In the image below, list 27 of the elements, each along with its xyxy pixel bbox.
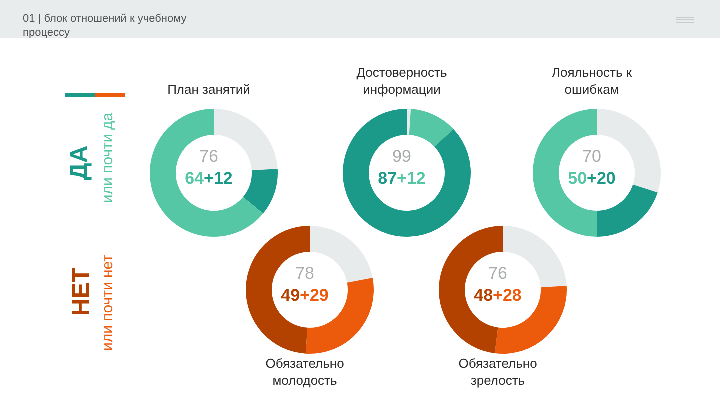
- text: 01 | блок отношений к учебному процессу: [23, 12, 188, 40]
- text: 70: [582, 146, 602, 168]
- text: 64+12: [185, 169, 233, 188]
- chart-title: Лояльность к ошибкам: [550, 64, 634, 98]
- text: или почти да: [100, 112, 116, 204]
- donut-slice: [597, 184, 658, 237]
- text: 99: [392, 146, 412, 168]
- text: ДА: [66, 146, 94, 180]
- donut-slice: [494, 286, 567, 354]
- text: НЕТ: [68, 268, 96, 316]
- text: или почти нет: [100, 254, 116, 352]
- chart-title: Достоверность информации: [356, 64, 448, 98]
- text: Обязательно молодость: [264, 355, 346, 389]
- donut-slice: [243, 168, 278, 214]
- donut-slice: [343, 109, 471, 237]
- donut-slice: [150, 109, 264, 237]
- donut-slice: [409, 109, 454, 147]
- text: 76: [198, 146, 220, 168]
- text: 76: [488, 263, 508, 285]
- text: 49+29: [281, 286, 329, 305]
- text: Обязательно зрелость: [458, 355, 538, 389]
- donut-slice: [407, 109, 412, 136]
- text: 87+12: [378, 169, 426, 188]
- text: 78: [294, 263, 316, 285]
- text: 48+28: [474, 286, 522, 305]
- text: 50+20: [568, 169, 616, 188]
- chart-title: План занятий: [166, 81, 252, 98]
